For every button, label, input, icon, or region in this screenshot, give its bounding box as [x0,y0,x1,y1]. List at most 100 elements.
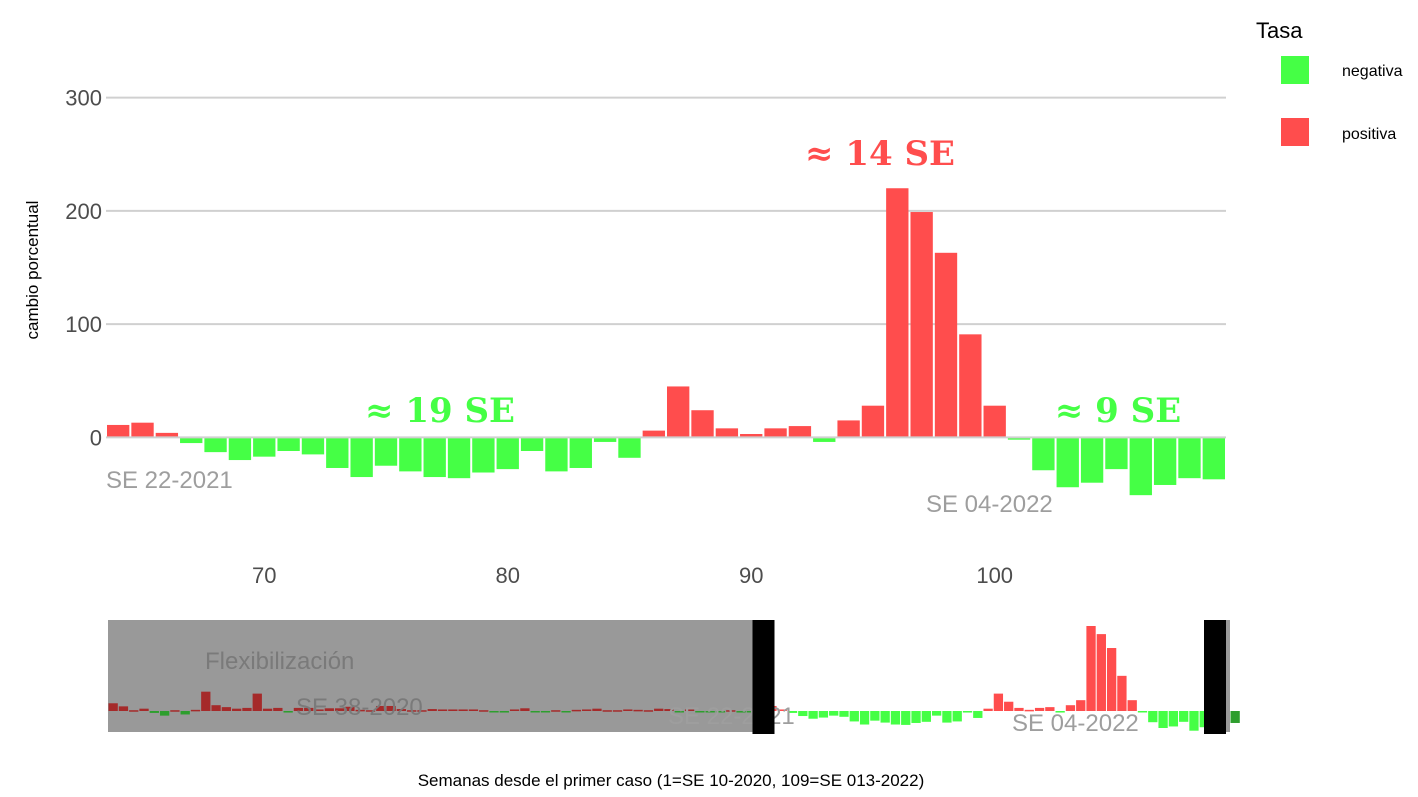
range-handle-right[interactable] [1204,620,1226,734]
legend-swatch-negativa [1281,56,1309,84]
bar [301,437,325,455]
overview-bar [942,711,952,723]
range-selector[interactable]: Flexibilización SE 38-2020 SE 22-2021 SE… [108,620,1240,737]
overview-bar [334,708,345,711]
main-gridlines [106,96,1226,326]
overview-bars [756,626,1230,731]
bar [326,437,349,468]
x-tick-label: 90 [739,563,763,588]
overview-bar [1014,707,1024,711]
y-tick-label: 0 [90,425,102,450]
bar [1105,437,1128,470]
range-handle-left[interactable] [752,620,775,734]
bar [1153,437,1177,485]
bar [837,420,860,438]
overview-bar [592,708,602,711]
bar [545,437,568,472]
annotation-right-period: ≈ 9 SE [1055,391,1181,431]
overview-bar [129,710,139,712]
overview-bar [437,709,448,711]
overview-bar [170,710,180,712]
overview-bar [376,705,386,711]
bar [253,437,276,457]
overview-bar [839,711,849,717]
bar [374,437,398,466]
y-axis-title: cambio porcentual [23,201,42,340]
overview-bar [1148,711,1158,723]
bar [618,437,641,458]
overview-bar [108,703,118,711]
overview-bar [1024,709,1034,712]
overview-bar [602,710,612,712]
overview-bar [448,709,458,711]
bar [691,410,714,438]
bar [861,405,885,438]
overview-bar [1189,711,1199,731]
overview-bar [715,711,726,713]
overview-bar [396,709,407,711]
bar [593,437,617,442]
overview-bar [633,709,643,712]
legend-label-positiva: positiva [1342,126,1396,143]
bar [277,437,300,451]
overview-bar [787,711,798,713]
bar [204,437,227,453]
overview-bar [612,710,623,712]
overview-bar [1045,707,1055,711]
overview-bar [118,706,129,711]
bar [107,424,130,438]
overview-bar [921,711,931,722]
bar [131,422,154,438]
overview-bar [859,711,870,725]
overview-bar [304,707,314,711]
annotation-start-label: SE 22-2021 [106,467,233,494]
overview-bar [931,711,942,716]
bar [447,437,471,479]
overview-bar [561,711,571,713]
overview-bar [962,711,973,713]
overview-bar [273,707,283,711]
overview-bar [530,711,540,713]
overview-bar [1137,711,1148,713]
bar [350,437,373,478]
bar [1080,437,1104,483]
bar [423,437,446,478]
overview-bar [407,710,417,712]
bar [180,437,203,444]
y-tick-label: 200 [65,199,102,224]
overview-bar [479,710,489,712]
overview-bar [870,711,880,721]
overview-start-label: SE 22-2021 [668,703,795,730]
x-axis-title: Semanas desde el primer caso (1=SE 10-20… [418,771,925,790]
overview-bar [190,709,201,712]
overview-bar [458,709,468,711]
overview-bar [180,711,190,715]
bar [934,252,958,438]
bar [813,437,836,442]
bar [667,386,690,438]
overview-bars-shaded [108,691,1240,723]
overview-bar [664,709,674,711]
overview-bar [489,711,499,713]
bar [886,188,909,438]
bar [569,437,592,468]
main-bars [107,188,1225,496]
overview-bar [211,705,221,711]
overview-bar [849,711,859,722]
overview-bar [509,709,520,711]
overview-bar [540,711,551,713]
overview-bar [139,708,149,711]
bar [1056,437,1079,488]
overview-bar [777,709,787,711]
annotation-end-label: SE 04-2022 [926,491,1053,518]
overview-bar [365,710,376,712]
overview-bar [355,709,365,712]
overview-bar [1179,711,1189,722]
overview-bar [1055,711,1065,713]
overview-bar [901,711,911,725]
overview-bar [808,711,818,719]
overview-bar [149,711,159,713]
overview-bar [1127,700,1137,711]
x-tick-label: 70 [252,563,276,588]
